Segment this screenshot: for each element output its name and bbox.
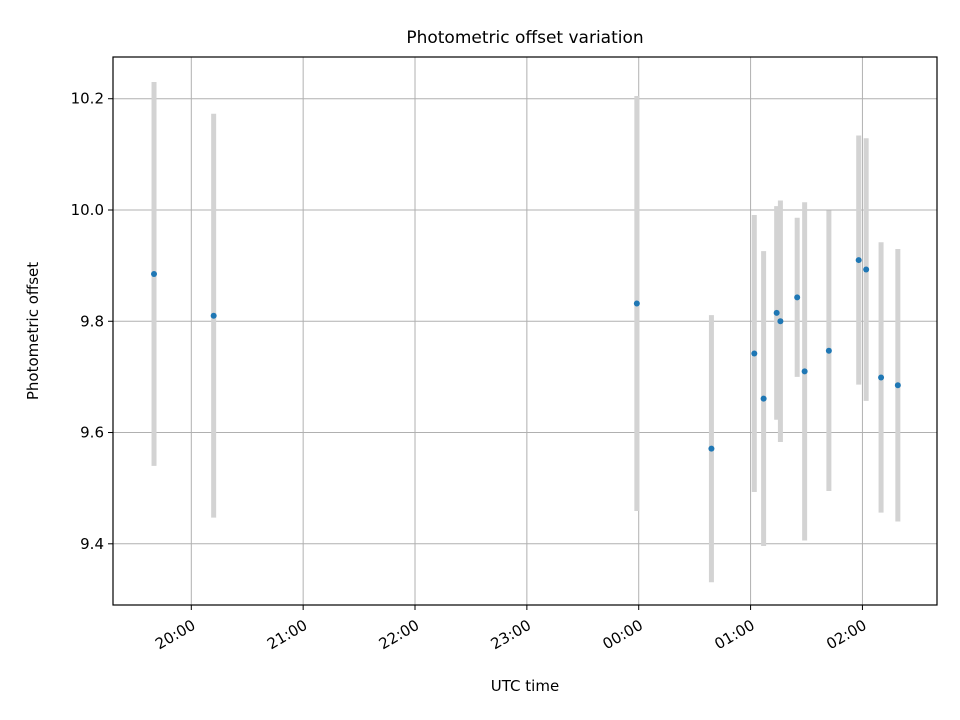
data-point [878, 374, 885, 381]
x-axis-label: UTC time [491, 677, 559, 695]
data-point [633, 300, 640, 307]
chart-title: Photometric offset variation [406, 28, 643, 48]
plot-background [113, 57, 937, 605]
data-point [794, 294, 801, 301]
x-tick-label: 01:00 [711, 616, 757, 653]
data-point [801, 368, 808, 375]
y-axis-label: Photometric offset [24, 262, 42, 400]
y-tick-label: 9.4 [80, 535, 104, 553]
y-tick-label: 9.6 [80, 424, 104, 442]
data-point [777, 318, 784, 325]
data-point [773, 309, 780, 316]
data-point [855, 257, 862, 264]
y-tick-label: 10.0 [71, 201, 104, 219]
data-point [760, 395, 767, 402]
data-point [210, 312, 217, 319]
plot-frame [112, 56, 938, 606]
y-axis: 9.4 9.6 9.8 10.0 10.2 [71, 90, 113, 553]
data-point [151, 270, 158, 277]
data-point [863, 266, 870, 273]
y-tick-label: 10.2 [71, 90, 104, 108]
x-tick-label: 22:00 [376, 616, 422, 653]
data-point [825, 347, 832, 354]
x-tick-label: 02:00 [823, 616, 869, 653]
x-tick-label: 00:00 [600, 616, 646, 653]
data-point [894, 382, 901, 389]
data-points [151, 257, 901, 452]
x-axis: 20:00 21:00 22:00 23:00 00:00 01:00 02:00 [152, 605, 870, 653]
x-tick-label: 21:00 [264, 616, 310, 653]
data-point [708, 445, 715, 452]
data-point [751, 350, 758, 357]
y-tick-label: 9.8 [80, 312, 104, 330]
x-tick-label: 20:00 [152, 616, 198, 653]
x-tick-label: 23:00 [488, 616, 534, 653]
